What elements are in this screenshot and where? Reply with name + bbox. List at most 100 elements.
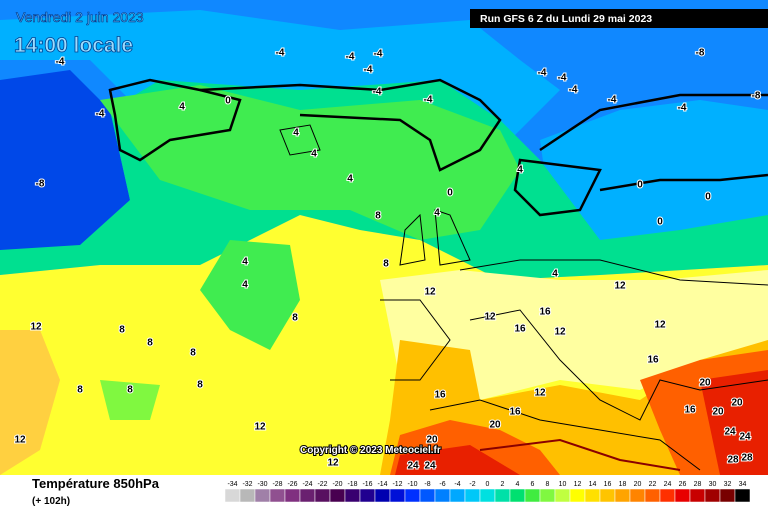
contour-label: 12 [254, 422, 266, 433]
colorbar-swatch [449, 488, 466, 503]
colorbar-swatch [689, 488, 706, 503]
contour-label: 8 [292, 313, 298, 324]
colorbar-swatch [284, 488, 301, 503]
contour-label: 4 [242, 257, 248, 268]
contour-label: 12 [30, 322, 42, 333]
contour-label: 24 [724, 427, 736, 438]
colorbar-tick-label: 18 [619, 481, 627, 488]
colorbar-swatch [614, 488, 631, 503]
colorbar-swatch [599, 488, 616, 503]
date: Vendredi 2 juin 2023 [16, 9, 144, 25]
contour-label: -4 [538, 68, 547, 79]
contour-label: 12 [14, 435, 26, 446]
contour-labels: -4-4-4 -4 -4-4-4-4-4 -4-4-4-4-8-8-844444444… [13, 47, 761, 473]
local-time: 14:00 locale [14, 34, 133, 57]
colorbar-tick-label: 24 [664, 481, 672, 488]
colorbar-tick-label: -10 [407, 481, 417, 488]
contour-label: -4 [96, 109, 105, 120]
colorbar-tick-label: -2 [469, 481, 475, 488]
contour-label: 4 [311, 149, 317, 160]
contour-label: 4 [293, 128, 299, 139]
colorbar-tick-label: -8 [424, 481, 430, 488]
colorbar-tick-label: 20 [634, 481, 642, 488]
colorbar-swatch [674, 488, 691, 503]
contour-label: 24 [739, 432, 751, 443]
contour-label: 12 [554, 327, 566, 338]
colorbar-tick-label: 28 [694, 481, 702, 488]
colorbar-tick-label: -4 [454, 481, 460, 488]
contour-label: 20 [731, 398, 743, 409]
run-box [470, 9, 768, 28]
contour-label: 4 [434, 208, 440, 219]
colorbar-tick-label: 26 [679, 481, 687, 488]
colorbar-swatch [479, 488, 496, 503]
coastlines [108, 78, 768, 471]
contour-label: 4 [347, 174, 353, 185]
contour-label: 12 [614, 281, 626, 292]
contour-label: 4 [242, 280, 248, 291]
contour-label: -4 [374, 49, 383, 60]
colorbar-tick-label: 30 [709, 481, 717, 488]
colorbar-swatch [494, 488, 511, 503]
colorbar-tick-label: 34 [739, 481, 747, 488]
colorbar-tick-label: -20 [332, 481, 342, 488]
contour-label: -4 [424, 95, 433, 106]
contour-label: 8 [119, 325, 125, 336]
contour-label: 20 [426, 435, 438, 446]
colorbar-tick-label: 8 [546, 481, 550, 488]
colorbar-swatch [569, 488, 586, 503]
colorbar-tick-label: -34 [227, 481, 237, 488]
contour-label: 0 [657, 217, 663, 228]
contour-label: 28 [741, 453, 753, 464]
run-label: Run GFS 6 Z du Lundi 29 mai 2023 [480, 13, 652, 25]
colorbar-swatch [464, 488, 481, 503]
contour-label: -4 [678, 103, 687, 114]
colorbar-swatch [554, 488, 571, 503]
colorbar-swatch [704, 488, 721, 503]
colorbar-swatch [404, 488, 421, 503]
contour-label: 4 [179, 102, 185, 113]
contour-label: 16 [514, 324, 526, 335]
contour-label: 8 [197, 380, 203, 391]
colorbar-tick-label: 22 [649, 481, 657, 488]
colorbar-swatch [314, 488, 331, 503]
contour-label: 24 [424, 461, 436, 472]
contour-label: -4 [569, 85, 578, 96]
colorbar-swatch [719, 488, 736, 503]
contour-label: -4 [364, 65, 373, 76]
colorbar-tick-label: 0 [486, 481, 490, 488]
contour-label: -8 [36, 179, 45, 190]
colorbar-tick-label: 12 [574, 481, 582, 488]
contour-label: 16 [509, 407, 521, 418]
colorbar-tick-label: -14 [377, 481, 387, 488]
colorbar-tick-label: 32 [724, 481, 732, 488]
contour-label: 4 [517, 165, 523, 176]
colorbar-swatch [344, 488, 361, 503]
colorbar-swatch [329, 488, 346, 503]
contour-label: 8 [375, 211, 381, 222]
colorbar-swatch [254, 488, 271, 503]
contour-label: 12 [484, 312, 496, 323]
contour-label: 8 [383, 259, 389, 270]
contour-label: 24 [407, 461, 419, 472]
footer-lead: (+ 102h) [32, 496, 70, 507]
contour-label: 8 [147, 338, 153, 349]
colorbar-tick-label: -24 [302, 481, 312, 488]
contour-label: 4 [552, 269, 558, 280]
colorbar-tick-label: 10 [559, 481, 567, 488]
contour-label: -4 [56, 57, 65, 68]
colorbar-tick-label: -30 [257, 481, 267, 488]
contour-label: 8 [190, 348, 196, 359]
contour-label: 8 [77, 385, 83, 396]
colorbar-swatch [269, 488, 286, 503]
colorbar-tick-label: -18 [347, 481, 357, 488]
contour-label: 12 [654, 320, 666, 331]
footer-title: Température 850hPa [32, 476, 160, 491]
colorbar-swatch [374, 488, 391, 503]
colorbar-swatch [359, 488, 376, 503]
contour-label: 16 [684, 405, 696, 416]
contour-label: 20 [699, 378, 711, 389]
contour-label: -4 [558, 73, 567, 84]
colorbar-swatch [539, 488, 556, 503]
